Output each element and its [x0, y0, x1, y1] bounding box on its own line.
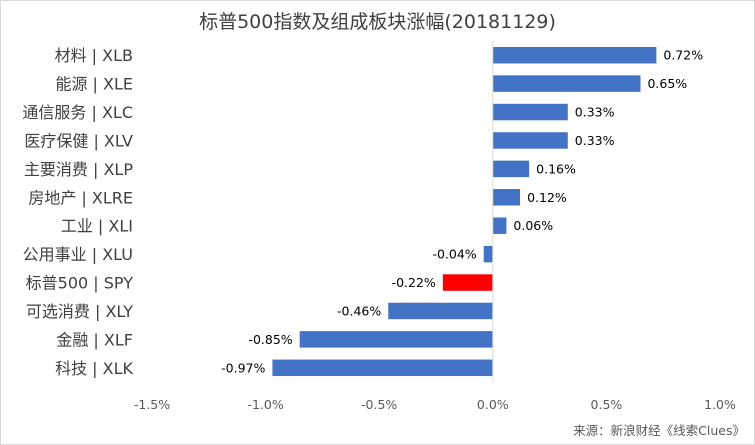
category-label: 可选消费 | XLY	[26, 302, 133, 321]
bar	[272, 359, 493, 377]
data-label: 0.06%	[513, 218, 553, 233]
data-label: 0.65%	[647, 76, 687, 91]
category-label: 工业 | XLI	[61, 217, 133, 236]
source-note: 来源：新浪财经《线索Clues》	[573, 423, 745, 438]
x-tick-label: 0.5%	[591, 397, 623, 412]
bar	[492, 75, 641, 92]
data-label: 0.72%	[663, 48, 703, 63]
data-label: -0.97%	[221, 360, 265, 375]
data-label: 0.12%	[527, 190, 567, 205]
data-label: 0.33%	[575, 133, 615, 148]
category-label: 金融 | XLF	[56, 330, 133, 349]
bar	[442, 274, 493, 291]
x-tick-label: 1.0%	[704, 397, 736, 412]
category-label: 房地产 | XLRE	[28, 188, 133, 207]
bar	[492, 103, 568, 121]
bar	[492, 217, 507, 234]
category-label: 通信服务 | XLC	[22, 103, 133, 122]
bar	[483, 245, 493, 263]
x-tick-label: 0.0%	[477, 397, 509, 412]
data-label: -0.04%	[432, 247, 476, 262]
data-label: -0.22%	[392, 275, 436, 290]
bar	[388, 302, 493, 320]
data-label: -0.46%	[337, 303, 381, 318]
chart-title: 标普500指数及组成板块涨幅(20181129)	[199, 11, 556, 33]
category-label: 医疗保健 | XLV	[24, 131, 133, 150]
x-tick-label: -1.5%	[134, 397, 170, 412]
bar	[492, 46, 657, 64]
data-label: -0.85%	[248, 332, 292, 347]
category-label: 科技 | XLK	[55, 359, 133, 378]
x-tick-label: -1.0%	[247, 397, 283, 412]
category-label: 标普500 | SPY	[26, 274, 134, 293]
bar	[492, 160, 530, 178]
x-tick-label: -0.5%	[361, 397, 397, 412]
data-label: 0.16%	[536, 161, 576, 176]
category-label: 主要消费 | XLP	[24, 160, 133, 179]
bar	[299, 331, 493, 348]
data-label: 0.33%	[575, 105, 615, 120]
bar	[492, 189, 521, 206]
category-label: 能源 | XLE	[55, 75, 133, 94]
bar	[492, 132, 568, 149]
category-label: 公用事业 | XLU	[23, 245, 133, 264]
category-label: 材料 | XLB	[55, 46, 133, 65]
